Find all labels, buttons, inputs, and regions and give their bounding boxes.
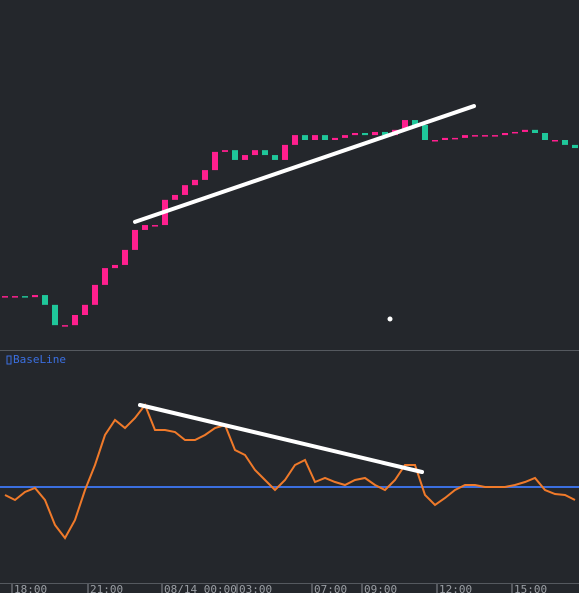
candle-body xyxy=(502,133,508,136)
candle-body xyxy=(12,296,18,298)
candle-body xyxy=(182,185,188,195)
candle-body xyxy=(422,124,428,140)
candle-body xyxy=(452,137,458,140)
candle-body xyxy=(212,151,218,171)
candle-body xyxy=(442,137,448,140)
candle-body xyxy=(132,229,138,250)
candle-body xyxy=(482,135,488,137)
candle-body xyxy=(402,120,408,130)
candle-body xyxy=(382,131,388,136)
candle-body xyxy=(202,170,208,180)
x-tick-label: 21:00 xyxy=(90,583,123,593)
candle-body xyxy=(222,150,228,152)
candle-body xyxy=(512,131,518,134)
candle-body xyxy=(292,135,298,145)
candle-body xyxy=(22,296,28,298)
candle-body xyxy=(562,140,568,145)
candle-body xyxy=(232,150,238,160)
candle-body xyxy=(252,150,258,156)
x-tick-label: 15:00 xyxy=(514,583,547,593)
candle-body xyxy=(412,120,418,125)
candle-body xyxy=(322,135,328,140)
candle-body xyxy=(312,135,318,140)
candle-body xyxy=(52,304,58,326)
candle-body xyxy=(112,264,118,269)
x-tick-label: 12:00 xyxy=(439,583,472,593)
x-tick-label: 08/14 00:00 xyxy=(164,583,237,593)
x-tick-label: 07:00 xyxy=(314,583,347,593)
trendline xyxy=(133,104,476,224)
candle-body xyxy=(492,135,498,137)
candle-body xyxy=(122,249,128,265)
candle-body xyxy=(472,135,478,137)
candle-body xyxy=(142,225,148,230)
candle-body xyxy=(572,144,578,149)
candle-body xyxy=(302,135,308,140)
candle-body xyxy=(152,225,158,227)
candle-body xyxy=(282,144,288,160)
candle-body xyxy=(262,150,268,156)
cursor-dot xyxy=(387,316,393,322)
trendline xyxy=(138,403,424,474)
candle-body xyxy=(542,133,548,140)
x-tick-label: 03:00 xyxy=(239,583,272,593)
candle-body xyxy=(82,304,88,315)
candle-body xyxy=(272,155,278,160)
candle-body xyxy=(522,129,528,132)
candle-body xyxy=(42,295,48,305)
indicator-line xyxy=(4,402,576,540)
candle-body xyxy=(192,179,198,186)
candle-body xyxy=(102,268,108,285)
candle-body xyxy=(552,140,558,142)
candle-body xyxy=(372,131,378,136)
candle-body xyxy=(462,135,468,138)
candle-body xyxy=(332,137,338,140)
candle-body xyxy=(72,315,78,326)
candle-body xyxy=(532,129,538,133)
candle-body xyxy=(432,140,438,142)
candle-body xyxy=(242,155,248,160)
candle-body xyxy=(172,194,178,200)
candle-body xyxy=(362,133,368,136)
indicator-icon xyxy=(6,355,12,365)
x-tick-label: 09:00 xyxy=(364,583,397,593)
candle-body xyxy=(342,135,348,138)
candle-body xyxy=(2,296,8,298)
candle-body xyxy=(32,295,38,298)
x-tick-label: 18:00 xyxy=(14,583,47,593)
candle-body xyxy=(92,284,98,305)
candle-body xyxy=(352,133,358,136)
candle-body xyxy=(62,325,68,327)
indicator-label: BaseLine xyxy=(13,353,66,366)
